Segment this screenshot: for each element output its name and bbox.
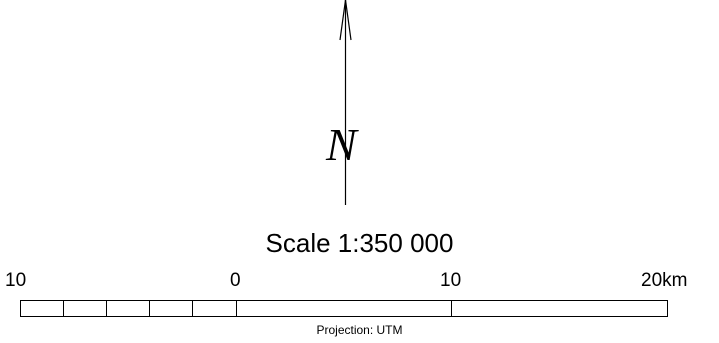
north-letter: N xyxy=(326,119,357,170)
scale-tick-label-zero: 0 xyxy=(230,270,241,291)
scale-tick-label-left: 10 xyxy=(5,270,27,291)
north-arrow-head-left xyxy=(339,0,347,41)
scale-tick-label-right: 20km xyxy=(641,270,688,291)
scale-tick-label-ten: 10 xyxy=(440,270,462,291)
north-arrow-head-right xyxy=(344,0,352,41)
scale-bar-outline xyxy=(20,300,668,317)
scale-title: Scale 1:350 000 xyxy=(265,228,454,258)
projection-label: Projection: UTM xyxy=(316,323,403,337)
